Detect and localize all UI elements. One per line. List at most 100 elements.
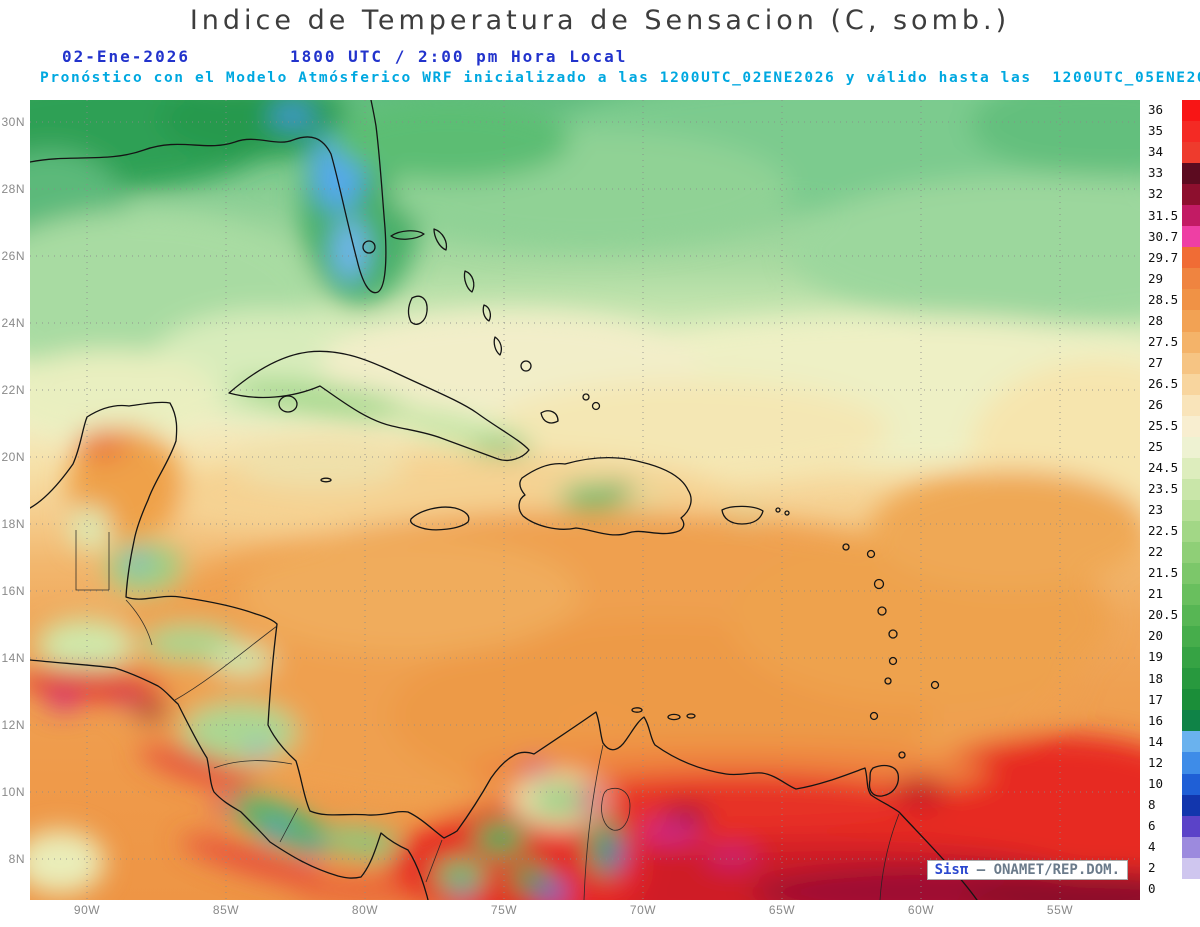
colorbar-value-label: 25.5 <box>1148 417 1179 433</box>
temperature-field-map <box>30 100 1140 900</box>
colorbar-value-label: 27 <box>1148 354 1164 370</box>
latitude-label: 10N <box>1 785 25 799</box>
page-title: Indice de Temperatura de Sensacion (C, s… <box>189 5 1011 36</box>
latitude-label: 16N <box>1 584 25 598</box>
colorbar-value-label: 22 <box>1148 544 1164 560</box>
forecast-date: 02-Ene-2026 <box>62 47 190 66</box>
latitude-label: 14N <box>1 651 25 665</box>
colorbar-row: 16 <box>1146 710 1200 732</box>
colorbar-value-label: 0 <box>1148 881 1156 896</box>
colorbar-row: 25 <box>1146 436 1200 458</box>
colorbar-row: 6 <box>1146 815 1200 837</box>
colorbar-row: 12 <box>1146 752 1200 774</box>
colorbar-swatch <box>1182 142 1200 164</box>
colorbar-swatch <box>1182 121 1200 143</box>
colorbar-value-label: 27.5 <box>1148 333 1179 349</box>
colorbar-swatch <box>1182 689 1200 711</box>
colorbar-value-label: 33 <box>1148 165 1164 181</box>
colorbar-swatch <box>1182 668 1200 690</box>
colorbar-row: 14 <box>1146 731 1200 753</box>
watermark-text: – ONAMET/REP.DOM. <box>968 862 1120 878</box>
colorbar-row: 20.5 <box>1146 605 1200 627</box>
colorbar-row: 36 <box>1146 100 1200 122</box>
colorbar-row: 4 <box>1146 836 1200 858</box>
colorbar-value-label: 24.5 <box>1148 460 1179 476</box>
colorbar-value-label: 18 <box>1148 670 1164 686</box>
colorbar-value-label: 26 <box>1148 396 1164 412</box>
colorbar-row: 29.7 <box>1146 247 1200 269</box>
colorbar-swatch <box>1182 794 1200 816</box>
colorbar-row: 29 <box>1146 268 1200 290</box>
colorbar-row: 22 <box>1146 541 1200 564</box>
colorbar-swatch <box>1182 605 1200 627</box>
colorbar-value-label: 17 <box>1148 691 1164 707</box>
colorbar-value-label: 2 <box>1148 859 1156 875</box>
colorbar-row: 31.5 <box>1146 205 1200 227</box>
colorbar-swatch <box>1182 184 1200 206</box>
longitude-label: 90W <box>73 903 101 917</box>
colorbar-swatch <box>1182 626 1200 648</box>
colorbar-row: 35 <box>1146 121 1200 143</box>
colorbar-row: 20 <box>1146 626 1200 648</box>
colorbar-swatch <box>1182 310 1200 332</box>
latitude-label: 18N <box>1 517 25 531</box>
latitude-label: 30N <box>1 115 25 129</box>
colorbar-swatch <box>1182 352 1200 374</box>
latitude-label: 28N <box>1 182 25 196</box>
colorbar-value-label: 14 <box>1148 733 1164 749</box>
colorbar-row: 18 <box>1146 668 1200 690</box>
colorbar-value-label: 28.5 <box>1148 291 1179 307</box>
colorbar-swatch <box>1182 752 1200 774</box>
colorbar-row: 33 <box>1146 163 1200 185</box>
colorbar-swatch <box>1182 563 1200 585</box>
temperature-blobs <box>30 100 1140 900</box>
colorbar-row: 28 <box>1146 310 1200 332</box>
colorbar-swatch <box>1182 541 1200 564</box>
colorbar-swatch <box>1182 710 1200 732</box>
colorbar-swatch <box>1182 815 1200 837</box>
watermark-brand: Sisπ <box>934 862 969 878</box>
colorbar-value-label: 21.5 <box>1148 565 1179 581</box>
colorbar-row: 2 <box>1146 857 1200 879</box>
colorbar-swatch <box>1182 457 1200 479</box>
colorbar-swatch <box>1182 373 1200 395</box>
colorbar-swatch <box>1182 394 1200 416</box>
longitude-label: 75W <box>490 903 518 917</box>
colorbar-row: 10 <box>1146 773 1200 795</box>
colorbar-row: 21.5 <box>1146 563 1200 585</box>
longitude-label: 55W <box>1046 903 1074 917</box>
longitude-label: 60W <box>907 903 935 917</box>
colorbar-row: 28.5 <box>1146 289 1200 311</box>
longitude-label: 85W <box>212 903 240 917</box>
latitude-axis: 30N 28N 26N 24N 22N 20N 18N 16N 14N 12N 10N 8N <box>0 115 28 866</box>
colorbar-value-label: 12 <box>1148 754 1164 770</box>
colorbar-row: 25.5 <box>1146 415 1200 437</box>
colorbar-value-label: 35 <box>1148 123 1164 139</box>
colorbar-value-label: 30.7 <box>1148 228 1179 244</box>
colorbar-swatch <box>1182 584 1200 606</box>
colorbar-swatch <box>1182 163 1200 185</box>
colorbar-value-label: 6 <box>1148 817 1156 833</box>
colorbar-value-label: 10 <box>1148 775 1164 791</box>
colorbar-value-label: 20.5 <box>1148 607 1179 623</box>
colorbar-swatch <box>1182 436 1200 458</box>
colorbar-value-label: 36 <box>1148 102 1164 118</box>
colorbar-row: 24.5 <box>1146 457 1200 479</box>
colorbar-value-label: 34 <box>1148 144 1164 160</box>
colorbar-row: 23 <box>1146 499 1200 521</box>
model-info-line: Pronóstico con el Modelo Atmósferico WRF… <box>40 70 1200 86</box>
colorbar-swatch <box>1182 205 1200 227</box>
colorbar-row: 27.5 <box>1146 331 1200 353</box>
forecast-time: 1800 UTC / 2:00 pm Hora Local <box>290 47 628 66</box>
colorbar-value-label: 20 <box>1148 628 1164 644</box>
latitude-label: 22N <box>1 383 25 397</box>
colorbar-row: 32 <box>1146 184 1200 206</box>
colorbar-value-label: 26.5 <box>1148 375 1179 391</box>
colorbar-value-label: 31.5 <box>1148 207 1179 223</box>
colorbar-value-label: 19 <box>1148 649 1164 665</box>
colorbar-swatch <box>1182 415 1200 437</box>
longitude-label: 80W <box>351 903 379 917</box>
colorbar-value-label: 23 <box>1148 502 1164 518</box>
longitude-axis: 90W 85W 80W 75W 70W 65W 60W 55W <box>67 903 1080 917</box>
